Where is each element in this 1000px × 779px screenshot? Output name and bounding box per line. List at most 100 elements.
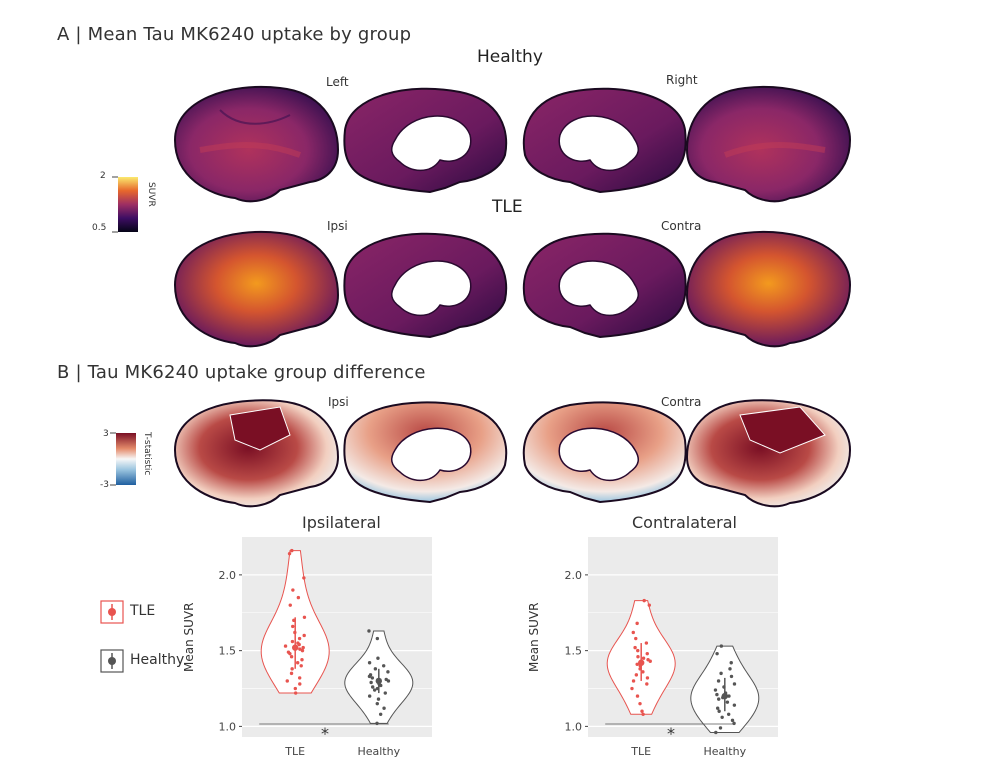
contra-point-healthy [715, 651, 719, 656]
t-cbar-max: 3 [103, 429, 109, 439]
contra-ytick-label: 2.0 [565, 569, 583, 582]
contra-point-healthy [725, 700, 730, 704]
ipsi-xtick-label: Healthy [357, 745, 400, 758]
contra-median-tle [638, 659, 645, 666]
contra-point-tle [647, 603, 651, 607]
ipsi-point-healthy [372, 688, 377, 692]
t-colorbar [110, 432, 136, 486]
healthy-title: Healthy [477, 47, 543, 67]
ipsi-point-healthy [383, 691, 387, 695]
suvr-colorbar [112, 176, 138, 233]
label-right: Right [666, 73, 698, 87]
contra-point-tle [631, 630, 635, 635]
contra-point-tle [645, 682, 649, 686]
contra-point-healthy [730, 718, 735, 723]
legend-healthy-key [100, 649, 124, 673]
suvr-cbar-min: 0.5 [92, 223, 107, 233]
contra-point-healthy [732, 703, 737, 707]
contralateral-plot-title: Contralateral [632, 513, 737, 532]
diff-contra-medial [522, 401, 687, 504]
ipsi-point-tle [301, 645, 305, 650]
ipsi-point-tle [298, 647, 302, 651]
ipsi-point-healthy [370, 685, 375, 689]
ipsi-point-tle [293, 686, 298, 691]
contra-point-healthy [715, 706, 720, 710]
healthy-left-medial [343, 87, 508, 194]
ipsi-significance-star: * [321, 724, 329, 743]
ipsi-point-tle [295, 661, 300, 665]
ipsi-point-healthy [378, 712, 383, 716]
ipsi-point-healthy [375, 721, 379, 726]
contra-point-healthy [716, 679, 721, 683]
ipsi-point-tle [300, 648, 305, 653]
ipsi-point-healthy [373, 667, 378, 671]
healthy-right-medial [522, 87, 687, 194]
contra-point-healthy [729, 674, 734, 679]
mean-uptake-surfaces [173, 85, 852, 348]
legend-tle-label: TLE [130, 603, 156, 619]
healthy-left-lateral [173, 85, 340, 203]
ipsi-point-tle [285, 679, 289, 683]
ipsi-ytick-label: 2.0 [219, 569, 237, 582]
contra-point-tle [638, 701, 642, 706]
ipsi-point-healthy [369, 680, 373, 685]
contra-point-tle [635, 662, 639, 666]
t-cbar-label: T-statistic [142, 432, 152, 476]
ipsi-ytick-label: 1.5 [219, 645, 237, 658]
contra-xtick-label: TLE [630, 745, 651, 758]
tle-contra-medial [522, 232, 687, 339]
ipsi-point-tle [289, 654, 294, 659]
contra-point-healthy [720, 715, 724, 720]
contra-point-healthy [713, 688, 718, 692]
contra-point-tle [631, 679, 636, 683]
ipsi-point-healthy [375, 686, 380, 691]
contra-point-tle [630, 686, 634, 691]
t-cbar-min: -3 [100, 480, 109, 490]
ipsi-point-tle [290, 667, 294, 671]
suvr-cbar-label: SUVR [146, 182, 156, 207]
contra-point-tle [645, 651, 649, 656]
ipsi-xtick-label: TLE [284, 745, 305, 758]
diff-ipsi-lateral [173, 399, 340, 508]
ipsi-point-tle [292, 618, 296, 623]
ipsi-point-tle [293, 630, 297, 635]
contra-point-tle [642, 598, 646, 603]
tle-title: TLE [492, 197, 523, 217]
ipsi-point-tle [289, 671, 294, 676]
ipsi-point-healthy [375, 636, 380, 641]
tle-ipsi-medial [343, 232, 508, 339]
contra-point-tle [641, 670, 645, 674]
contra-point-tle [634, 673, 639, 677]
contra-point-healthy [732, 682, 737, 686]
contra-point-tle [644, 641, 649, 645]
contra-point-healthy [719, 671, 723, 676]
ipsi-point-healthy [367, 629, 371, 633]
contra-point-healthy [726, 712, 731, 716]
group-difference-surfaces [173, 399, 852, 508]
label-left: Left [326, 75, 349, 89]
contra-point-tle [636, 654, 640, 659]
label-ipsi-b: Ipsi [328, 395, 349, 409]
ipsi-point-tle [297, 642, 301, 647]
ipsi-point-tle [302, 615, 307, 620]
label-ipsi-a: Ipsi [327, 219, 348, 233]
ipsi-point-healthy [386, 670, 390, 674]
contra-point-tle [635, 621, 639, 626]
ipsi-point-healthy [379, 683, 383, 688]
diff-ipsi-medial [343, 401, 508, 504]
contra-point-healthy [722, 685, 726, 689]
label-contra-a: Contra [661, 219, 702, 233]
contra-significance-star: * [667, 724, 675, 743]
ipsi-median-tle [292, 644, 299, 651]
contra-point-healthy [727, 694, 731, 698]
contra-point-tle [648, 659, 652, 663]
ipsi-point-tle [288, 651, 292, 656]
ipsi-point-tle [298, 682, 302, 686]
contra-ytick-label: 1.0 [565, 720, 583, 733]
contra-point-tle [634, 636, 638, 641]
ipsi-point-tle [299, 664, 303, 668]
ipsi-point-healthy [376, 656, 380, 660]
ipsi-point-tle [287, 551, 292, 556]
ipsi-point-healthy [386, 679, 391, 683]
ipsi-point-tle [291, 588, 295, 592]
